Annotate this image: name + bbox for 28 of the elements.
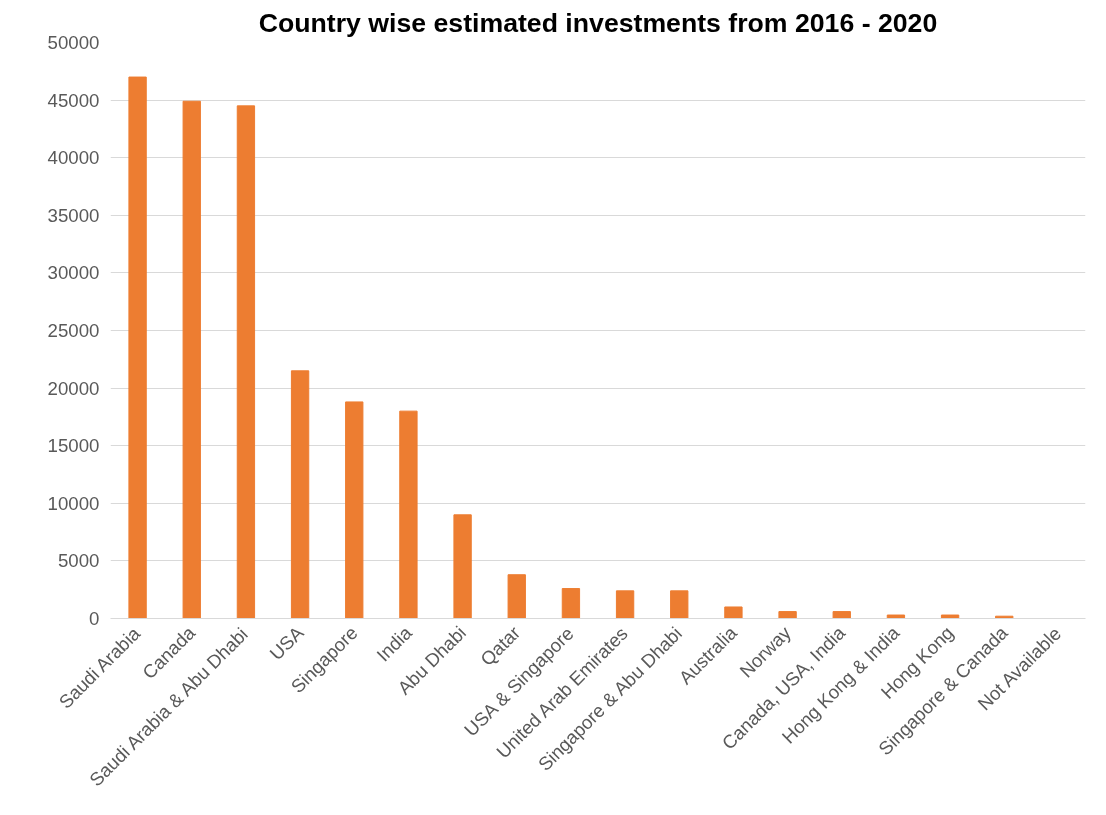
y-tick-label: 40000 <box>47 147 100 169</box>
bar <box>399 410 418 619</box>
y-tick-label: 15000 <box>47 435 100 457</box>
y-tick-label: 45000 <box>47 89 100 111</box>
bar <box>345 401 364 619</box>
y-tick-label: 5000 <box>58 550 100 572</box>
y-tick-label: 0 <box>89 608 100 629</box>
bar <box>561 588 581 619</box>
bar <box>886 614 906 619</box>
bar <box>128 76 147 619</box>
chart-title: Country wise estimated investments from 2016 - 2020 <box>258 7 938 38</box>
bar <box>670 590 689 619</box>
bar <box>507 574 526 619</box>
y-tick-label: 35000 <box>47 204 100 226</box>
y-tick-label: 20000 <box>47 377 100 399</box>
bar <box>236 105 256 619</box>
bar <box>290 370 310 619</box>
bar <box>832 611 851 619</box>
y-tick-label: 25000 <box>47 320 100 341</box>
bar <box>453 514 472 619</box>
y-tick-label: 50000 <box>47 32 100 53</box>
y-tick-label: 30000 <box>47 262 100 284</box>
bar <box>940 614 960 619</box>
bar <box>724 606 743 619</box>
bar <box>615 590 635 619</box>
bar <box>778 611 797 619</box>
y-tick-label: 10000 <box>47 492 100 514</box>
bar <box>182 100 201 619</box>
